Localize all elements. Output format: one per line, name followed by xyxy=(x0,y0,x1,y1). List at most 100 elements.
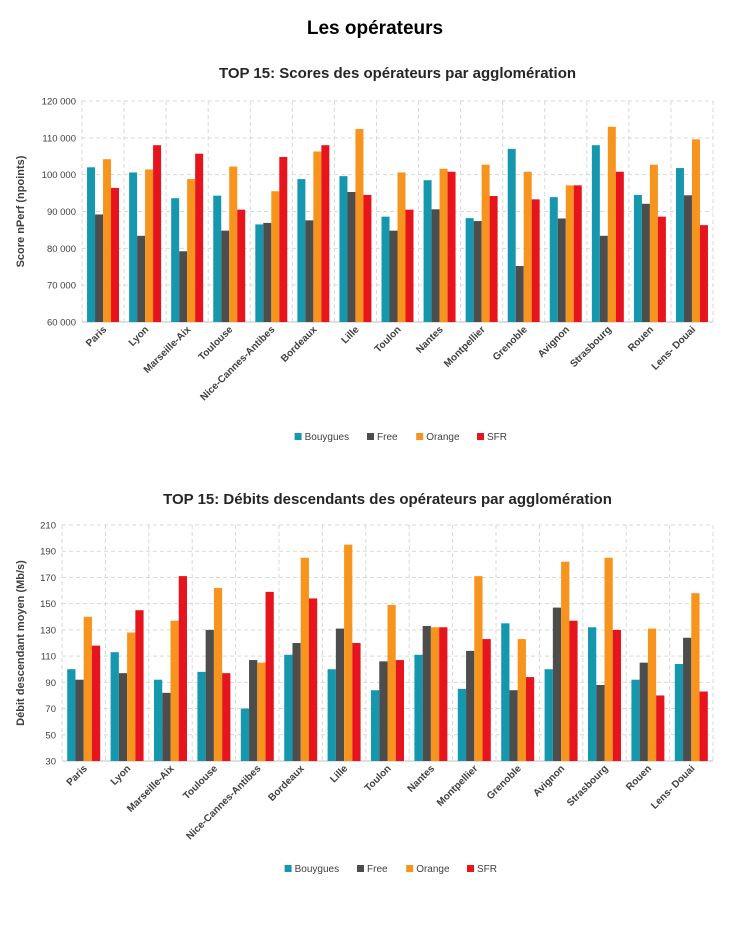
debits-bar-free xyxy=(335,628,345,761)
debits-ytick-label: 70 xyxy=(45,704,56,715)
debits-bar-sfr xyxy=(569,620,578,761)
debits-bar-orange xyxy=(387,604,396,761)
debits-category-label: Nice-Cannes-Antibes xyxy=(185,763,264,842)
scores-bar-free xyxy=(137,235,146,322)
debits-bar-orange xyxy=(344,544,353,761)
scores-legend-swatch-free xyxy=(367,433,374,440)
debits-bar-bouygues xyxy=(414,654,423,761)
debits-category-label: Marseille-Aix xyxy=(125,763,177,815)
debits-bar-sfr xyxy=(395,660,404,761)
debits-bar-free xyxy=(639,662,648,761)
scores-bar-orange xyxy=(355,128,364,322)
debits-bar-free xyxy=(75,679,84,761)
scores-bar-orange xyxy=(565,185,574,322)
scores-bar-orange xyxy=(481,164,490,322)
scores-bar-sfr xyxy=(699,225,708,322)
scores-bar-sfr xyxy=(615,171,624,322)
scores-bar-orange xyxy=(649,164,658,322)
scores-ytick-label: 60 000 xyxy=(47,318,76,329)
debits-bar-sfr xyxy=(178,576,187,761)
scores-category-label: Nice-Cannes-Antibes xyxy=(199,324,278,403)
debits-bar-bouygues xyxy=(240,708,250,761)
scores-bar-free xyxy=(347,191,356,322)
scores-bar-bouygues xyxy=(129,172,138,322)
scores-category-label: Nantes xyxy=(414,324,446,356)
debits-category-label: Rouen xyxy=(624,763,654,793)
debits-ylabel: Débit descendant moyen (Mb/s) xyxy=(15,560,27,726)
scores-bar-bouygues xyxy=(381,216,390,322)
debits-bar-orange xyxy=(170,620,179,761)
scores-legend-label-bouygues: Bouygues xyxy=(305,432,349,443)
debits-category-label: Bordeaux xyxy=(266,763,307,804)
debits-ytick-label: 150 xyxy=(40,599,56,610)
debits-bar-orange xyxy=(561,561,570,761)
debits-category-label: Toulon xyxy=(363,763,394,794)
scores-category-label: Lens- Douai xyxy=(650,324,698,372)
scores-bar-free xyxy=(179,251,188,322)
debits-bar-orange xyxy=(300,557,309,761)
debits-bar-bouygues xyxy=(588,627,597,761)
scores-bar-bouygues xyxy=(213,195,222,322)
debits-bar-free xyxy=(379,661,388,761)
scores-bar-sfr xyxy=(279,156,288,322)
scores-bar-orange xyxy=(271,191,280,322)
scores-bar-bouygues xyxy=(87,167,96,322)
scores-bar-sfr xyxy=(657,216,666,322)
scores-bar-free xyxy=(473,221,482,322)
debits-title: TOP 15: Débits descendants des opérateur… xyxy=(163,491,612,508)
scores-bar-free xyxy=(599,235,608,322)
debits-bar-sfr xyxy=(439,627,448,761)
scores-bar-sfr xyxy=(111,187,120,322)
debits-bar-orange xyxy=(257,662,266,761)
debits-legend-label-sfr: SFR xyxy=(477,864,497,875)
scores-bar-orange xyxy=(397,172,406,322)
debits-legend-swatch-free xyxy=(357,865,364,872)
scores-bar-orange xyxy=(103,159,112,322)
scores-bar-orange xyxy=(607,126,616,323)
scores-category-label: Grenoble xyxy=(491,324,530,363)
debits-bar-sfr xyxy=(222,673,231,761)
scores-ytick-label: 100 000 xyxy=(42,170,76,181)
debits-bar-bouygues xyxy=(544,669,553,761)
scores-bar-sfr xyxy=(363,194,372,322)
debits-category-label: Grenoble xyxy=(485,763,524,802)
chart-scores: TOP 15: Scores des opérateurs par agglom… xyxy=(15,65,714,443)
debits-bar-bouygues xyxy=(284,654,293,761)
debits-bar-orange xyxy=(83,616,92,761)
scores-bar-bouygues xyxy=(633,194,642,322)
scores-ytick-label: 120 000 xyxy=(42,97,76,108)
debits-legend-label-orange: Orange xyxy=(416,864,450,875)
debits-bar-orange xyxy=(517,639,526,761)
scores-legend-swatch-sfr xyxy=(477,433,484,440)
scores-bar-bouygues xyxy=(297,179,306,322)
scores-bar-sfr xyxy=(321,145,330,322)
debits-bar-free xyxy=(162,692,171,761)
debits-category-label: Nantes xyxy=(406,763,438,795)
debits-bar-orange xyxy=(474,576,483,761)
debits-bar-bouygues xyxy=(674,663,684,761)
debits-legend-swatch-orange xyxy=(406,865,414,872)
debits-bar-bouygues xyxy=(154,679,163,761)
scores-bar-orange xyxy=(691,139,700,322)
scores-bar-bouygues xyxy=(339,176,348,322)
debits-bar-free xyxy=(118,673,128,761)
scores-title: TOP 15: Scores des opérateurs par agglom… xyxy=(219,65,576,82)
debits-bar-orange xyxy=(430,627,440,761)
scores-bar-orange xyxy=(523,171,532,322)
scores-bar-bouygues xyxy=(507,148,516,322)
debits-category-label: Lyon xyxy=(109,763,133,787)
debits-bar-bouygues xyxy=(371,690,380,761)
scores-bar-bouygues xyxy=(675,168,684,322)
debits-bar-bouygues xyxy=(457,688,467,761)
debits-legend-label-bouygues: Bouygues xyxy=(295,864,339,875)
debits-ytick-label: 110 xyxy=(41,652,56,663)
scores-legend-label-orange: Orange xyxy=(426,432,460,443)
scores-bar-bouygues xyxy=(423,180,432,322)
debits-bar-sfr xyxy=(482,639,491,761)
scores-ytick-label: 90 000 xyxy=(47,207,76,218)
debits-legend-label-free: Free xyxy=(367,864,388,875)
scores-bar-orange xyxy=(439,168,448,322)
debits-bar-sfr xyxy=(308,598,318,761)
scores-category-label: Lille xyxy=(340,324,362,346)
scores-bar-sfr xyxy=(531,199,540,322)
